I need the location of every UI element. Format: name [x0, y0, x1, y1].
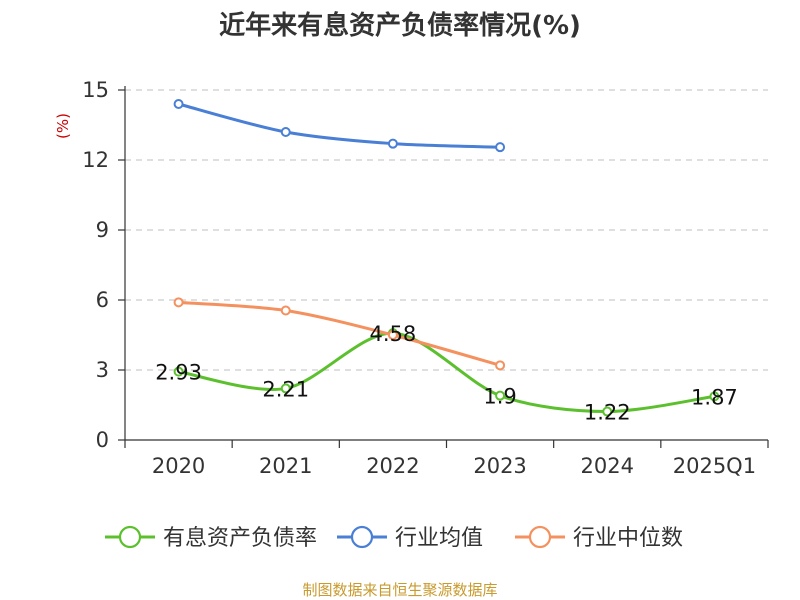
data-point — [709, 391, 720, 402]
y-tick-label: 0 — [96, 428, 109, 452]
legend-item-1[interactable]: 行业均值 — [337, 525, 483, 551]
legend-marker-icon — [528, 525, 552, 549]
y-tick-label: 3 — [96, 358, 109, 382]
y-tick-label: 9 — [96, 218, 109, 242]
legend-item-0[interactable]: 有息资产负债率 — [105, 525, 317, 551]
data-point — [280, 383, 291, 394]
x-tick-label: 2022 — [366, 454, 419, 478]
data-point — [173, 366, 184, 377]
x-tick-label: 2020 — [152, 454, 205, 478]
y-tick-label: 12 — [82, 148, 109, 172]
data-label: 2.93 — [155, 361, 202, 385]
y-tick-label: 6 — [96, 288, 109, 312]
data-point — [495, 360, 506, 371]
data-point — [173, 297, 184, 308]
x-tick-label: 2025Q1 — [673, 454, 756, 478]
legend-item-2[interactable]: 行业中位数 — [515, 525, 683, 551]
data-label: 1.22 — [584, 401, 631, 425]
gridlines — [125, 89, 768, 371]
legend-label: 行业中位数 — [573, 526, 683, 551]
data-point — [387, 330, 398, 340]
legend-marker-icon — [118, 525, 142, 549]
legend-label: 行业均值 — [395, 526, 483, 551]
legend[interactable]: 有息资产负债率 行业均值 行业中位数 — [105, 525, 683, 551]
source-note: 制图数据来自恒生聚源数据库 — [302, 581, 497, 599]
x-tick-label: 2023 — [473, 454, 526, 478]
chart-title: 近年来有息资产负债率情况(%) — [219, 10, 581, 41]
data-label: 4.58 — [370, 322, 417, 346]
data-label: 1.87 — [691, 385, 738, 409]
data-point — [495, 390, 506, 401]
axes: 0 3 6 9 12 15 2020 2021 2022 2023 2024 2025Q1 — [82, 78, 769, 478]
series-line-0 — [177, 331, 716, 414]
x-tick-label: 2021 — [259, 454, 312, 478]
legend-marker-icon — [350, 525, 374, 549]
data-labels: 2.93 2.21 4.58 1.9 1.22 1.87 — [155, 322, 738, 424]
series-line-1 — [177, 102, 502, 149]
data-point — [280, 127, 291, 137]
data-point — [280, 305, 291, 316]
y-axis-label: (%) — [54, 113, 72, 139]
data-point — [495, 142, 506, 153]
legend-label: 有息资产负债率 — [163, 526, 317, 551]
data-label: 2.21 — [262, 377, 309, 401]
data-point — [387, 138, 398, 149]
x-tick-label: 2024 — [581, 454, 634, 478]
data-label: 1.9 — [483, 385, 516, 409]
series-layer — [173, 99, 720, 417]
data-point — [602, 406, 613, 417]
data-point — [173, 99, 184, 109]
y-tick-label: 15 — [82, 78, 109, 102]
series-line-2 — [177, 300, 502, 367]
